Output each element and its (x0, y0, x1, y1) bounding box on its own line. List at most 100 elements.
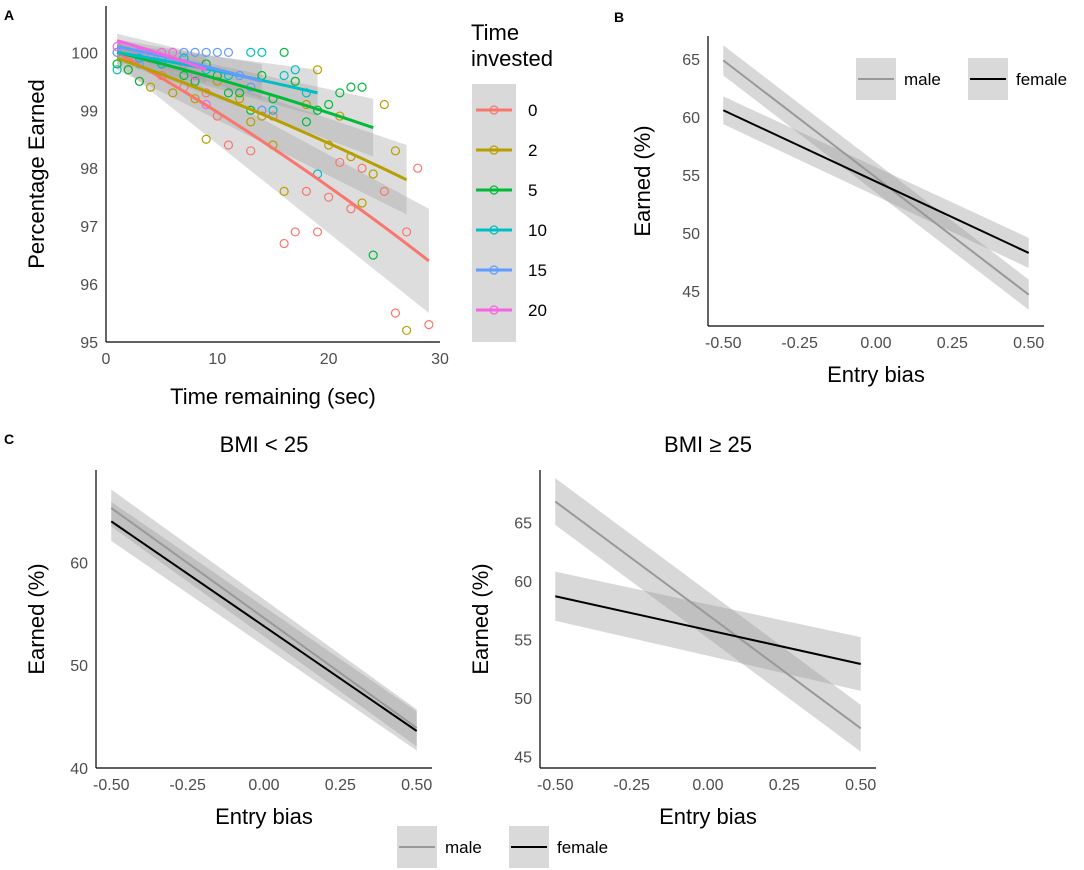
y-tick-label: 97 (80, 219, 98, 236)
x-tick-label: 0.25 (325, 777, 356, 794)
data-point-5 (324, 99, 334, 110)
fit-line-male (110, 507, 418, 729)
data-point-0 (223, 140, 234, 150)
x-tick-label: 0.25 (937, 335, 968, 352)
legend-label-10: 10 (528, 221, 547, 240)
fit-line-female (722, 109, 1030, 254)
x-axis-label: Entry bias (827, 362, 925, 387)
data-point-10 (268, 105, 278, 115)
legend-marker-10 (489, 225, 499, 235)
x-tick-label: 0.25 (769, 777, 800, 794)
x-tick-label: -0.50 (537, 777, 574, 794)
data-point-5 (357, 82, 367, 92)
data-point-2 (201, 134, 211, 144)
panel-a-legend: Time invested 0 2 5 10 15 20 (471, 20, 553, 342)
y-axis-label: Earned (%) (468, 563, 493, 674)
data-point-0 (379, 186, 389, 196)
legend-label-0: 0 (528, 101, 537, 120)
y-axis-label: Earned (%) (24, 563, 49, 674)
data-point-2 (190, 94, 200, 104)
panel-c-right-chart: 45 50 55 60 65 -0.50 -0.25 0.00 0.25 0.50 Entry bi… (468, 432, 876, 829)
data-point-2 (312, 65, 323, 75)
fit-curve-0 (116, 51, 430, 263)
x-tick-label: 0.50 (401, 777, 432, 794)
fit-line-male (554, 500, 862, 730)
y-tick-label: 55 (682, 168, 700, 185)
legend-marker-20 (489, 305, 499, 315)
data-point-10 (257, 47, 267, 57)
data-point-0 (290, 227, 300, 237)
x-tick-label: 0.50 (1013, 335, 1044, 352)
data-point-2 (357, 198, 367, 208)
fit-line-female (555, 595, 861, 665)
y-tick-label: 55 (514, 632, 532, 649)
fit-curve-10 (116, 50, 318, 95)
legend-title-line2: invested (471, 46, 553, 71)
data-point-10 (246, 47, 256, 57)
data-point-0 (246, 146, 256, 156)
data-point-20 (201, 99, 211, 110)
legend-marker-2 (489, 145, 499, 155)
x-tick-label: -0.50 (93, 777, 130, 794)
data-point-2 (402, 325, 412, 336)
data-point-15 (212, 47, 222, 57)
data-point-5 (134, 76, 144, 86)
y-tick-label: 60 (682, 110, 700, 127)
data-point-5 (279, 47, 289, 57)
x-tick-label: 0 (102, 351, 111, 368)
data-point-5 (112, 59, 122, 69)
x-tick-label: 0.00 (692, 777, 723, 794)
x-axis-label: Entry bias (659, 804, 757, 829)
y-tick-label: 95 (80, 335, 98, 352)
legend-label-5: 5 (528, 181, 537, 200)
legend-label-2: 2 (528, 141, 537, 160)
legend-key-background (472, 84, 516, 342)
fit-curve-2 (116, 56, 408, 182)
data-point-5 (190, 76, 200, 86)
legend-marker-5 (489, 185, 499, 195)
panel-title: BMI ≥ 25 (664, 432, 752, 457)
data-point-5 (223, 88, 234, 98)
data-point-5 (123, 65, 133, 75)
fit-line-male (722, 59, 1030, 296)
data-point-0 (413, 163, 423, 173)
x-tick-label: 0.50 (845, 777, 876, 794)
x-tick-label: 10 (208, 351, 226, 368)
y-tick-label: 50 (682, 226, 700, 243)
ci-band-0 (117, 40, 429, 314)
data-point-2 (246, 117, 256, 127)
x-axis-label: Entry bias (215, 804, 313, 829)
data-point-0 (390, 308, 401, 318)
y-tick-label: 65 (682, 52, 700, 69)
panel-a-chart: 95 96 97 98 99 100 0 10 20 30 Time remaining (sec)… (24, 6, 449, 409)
data-point-5 (235, 88, 245, 98)
y-tick-label: 50 (514, 691, 532, 708)
data-point-0 (335, 157, 345, 168)
panel-letter-c: C (4, 431, 14, 447)
data-point-2 (235, 94, 245, 104)
y-tick-label: 98 (80, 161, 98, 178)
legend-label-20: 20 (528, 301, 547, 320)
fit-curve-5 (116, 50, 374, 130)
data-point-5 (368, 250, 378, 260)
data-point-10 (112, 65, 122, 75)
data-point-0 (324, 192, 334, 202)
data-point-15 (223, 47, 234, 57)
data-point-10 (279, 70, 289, 81)
data-point-2 (379, 99, 389, 110)
data-point-15 (190, 47, 200, 57)
panel-b-chart: 45 50 55 60 65 -0.50 -0.25 0.00 0.25 0.50 Entry bi… (630, 36, 1067, 387)
data-point-0 (346, 204, 356, 214)
legend-marker-0 (489, 105, 499, 115)
data-point-5 (346, 82, 356, 92)
x-tick-label: -0.25 (169, 777, 206, 794)
x-tick-label: -0.25 (613, 777, 650, 794)
data-point-0 (312, 227, 323, 237)
panel-letter-a: A (4, 7, 14, 23)
x-tick-label: 0.00 (248, 777, 279, 794)
legend-marker-15 (489, 265, 499, 275)
data-point-10 (290, 65, 300, 75)
x-tick-label: 0.00 (860, 335, 891, 352)
y-axis-label: Percentage Earned (24, 79, 49, 269)
